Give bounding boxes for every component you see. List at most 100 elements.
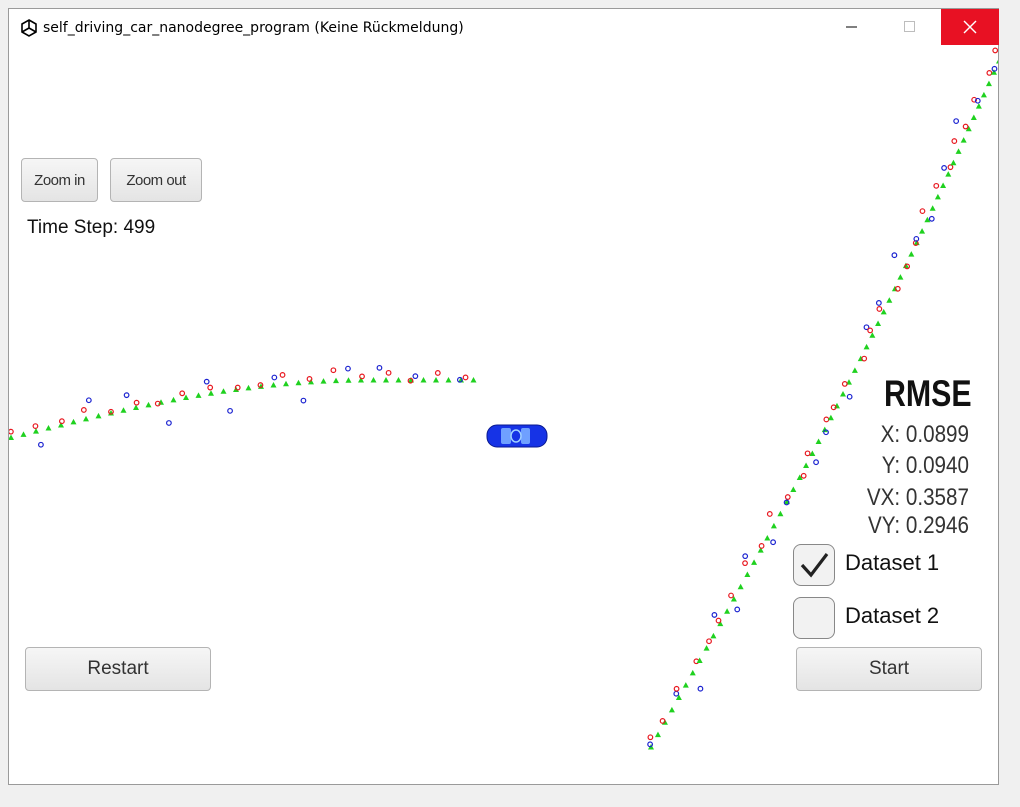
radar-marker <box>203 378 210 385</box>
estimate-marker <box>724 608 731 614</box>
estimate-marker <box>790 486 797 493</box>
estimate-marker <box>654 731 661 738</box>
lidar-marker <box>80 407 87 413</box>
estimate-marker <box>840 391 846 397</box>
lidar-marker <box>279 372 286 378</box>
lidar-marker <box>407 377 414 384</box>
zoom-out-button[interactable]: Zoom out <box>110 158 202 202</box>
estimate-marker <box>744 571 751 578</box>
lidar-marker <box>933 182 940 189</box>
maximize-button[interactable] <box>887 9 933 45</box>
estimate-marker <box>170 396 177 403</box>
radar-marker <box>697 685 704 692</box>
estimate-marker <box>183 394 189 401</box>
radar-marker <box>783 499 790 506</box>
estimate-marker <box>803 462 810 468</box>
lidar-marker <box>673 685 680 692</box>
estimate-marker <box>383 377 389 383</box>
estimate-marker <box>770 522 777 529</box>
estimate-marker <box>395 377 402 383</box>
dataset-1-label: Dataset 1 <box>845 550 940 575</box>
lidar-marker <box>894 285 901 292</box>
lidar-marker <box>9 428 14 435</box>
rmse-vy-value: VY: 0.2946 <box>868 512 969 539</box>
radar-marker <box>941 165 948 171</box>
estimate-marker <box>358 377 364 383</box>
lidar-marker <box>800 472 807 479</box>
radar-marker <box>711 612 718 618</box>
estimate-marker <box>245 384 252 391</box>
estimate-marker <box>20 431 27 437</box>
lidar-marker <box>904 263 911 270</box>
lidar-marker <box>867 327 874 334</box>
estimate-marker <box>58 421 64 428</box>
rmse-title: RMSE <box>884 373 972 414</box>
radar-marker <box>813 459 819 466</box>
close-button[interactable] <box>941 9 999 45</box>
lidar-marker <box>919 208 926 215</box>
radar-marker <box>891 252 898 259</box>
start-button[interactable]: Start <box>796 647 982 691</box>
zoom-in-button[interactable]: Zoom in <box>21 158 98 202</box>
lidar-marker <box>728 592 734 599</box>
estimate-marker <box>70 418 77 425</box>
lidar-marker <box>434 370 441 376</box>
estimate-marker <box>751 559 758 565</box>
estimate-marker <box>875 320 882 327</box>
lidar-marker <box>830 404 837 411</box>
estimate-marker <box>757 547 764 553</box>
estimate-marker <box>869 332 876 338</box>
estimate-marker <box>283 380 289 387</box>
estimate-marker <box>308 378 314 385</box>
radar-marker <box>412 373 419 380</box>
estimate-marker <box>45 425 52 431</box>
app-window: self_driving_car_nanodegree_program (Kei… <box>8 8 999 785</box>
estimate-marker <box>420 377 427 383</box>
radar-marker <box>991 65 998 72</box>
lidar-marker <box>330 367 337 374</box>
estimate-marker <box>333 377 339 384</box>
estimate-marker <box>777 510 784 517</box>
checkmark-icon <box>800 553 829 578</box>
estimate-marker <box>891 285 898 292</box>
estimate-marker <box>737 583 744 590</box>
lidar-marker <box>133 399 140 406</box>
lidar-marker <box>841 380 848 387</box>
estimate-marker <box>950 159 957 166</box>
radar-marker <box>913 235 920 242</box>
estimate-marker <box>9 434 14 440</box>
close-icon <box>963 20 977 34</box>
radar-marker <box>770 539 777 546</box>
minimize-button[interactable] <box>829 9 875 45</box>
estimate-marker <box>470 377 477 383</box>
radar-marker <box>300 397 307 404</box>
estimate-marker <box>796 474 803 481</box>
estimate-marker <box>929 205 936 211</box>
estimate-marker <box>730 596 737 602</box>
lidar-marker <box>306 376 313 382</box>
restart-button[interactable]: Restart <box>25 647 211 691</box>
estimate-marker <box>990 69 997 75</box>
dataset-1-checkbox[interactable] <box>793 544 835 586</box>
estimate-marker <box>815 438 822 445</box>
estimate-marker <box>863 343 870 350</box>
radar-marker <box>673 690 680 697</box>
maximize-icon <box>904 21 915 32</box>
lidar-marker <box>108 408 114 415</box>
estimate-marker <box>682 682 689 688</box>
lidar-marker <box>234 384 241 391</box>
lidar-marker <box>179 390 186 397</box>
estimate-marker <box>886 297 893 303</box>
lidar-marker <box>257 382 264 388</box>
lidar-marker <box>647 734 654 741</box>
minimize-icon <box>846 26 857 28</box>
radar-marker <box>863 324 870 331</box>
dataset-2-checkbox[interactable] <box>793 597 835 639</box>
estimate-marker <box>696 657 703 664</box>
estimate-marker <box>710 632 717 639</box>
estimate-marker <box>689 669 696 676</box>
radar-marker <box>456 376 463 383</box>
unity-icon <box>21 19 37 37</box>
dataset-2-label: Dataset 2 <box>845 603 940 628</box>
estimate-marker <box>433 377 439 383</box>
